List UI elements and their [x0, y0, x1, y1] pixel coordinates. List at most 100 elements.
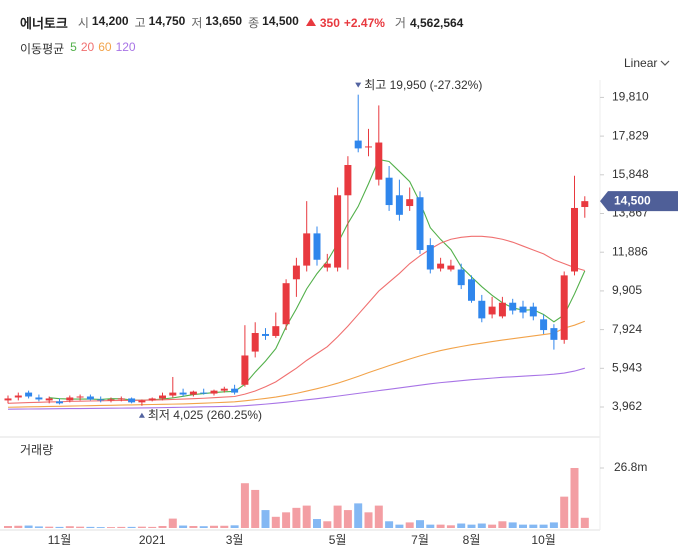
item-label: 고 — [134, 16, 146, 30]
candle-body — [35, 397, 43, 400]
volume-bar — [34, 526, 43, 528]
candle-body — [45, 398, 53, 401]
item-label: 저 — [191, 16, 203, 30]
y-tick-label: 5,943 — [612, 360, 642, 374]
volume-bar — [86, 526, 95, 528]
volume-bar — [498, 521, 507, 528]
candle-body — [498, 302, 506, 317]
item-value: 13,650 — [205, 14, 243, 28]
volume-bar — [560, 496, 569, 528]
high-marker — [355, 82, 362, 88]
volume-bar — [55, 526, 64, 528]
candle-body — [365, 146, 372, 148]
candle-body — [148, 398, 156, 401]
candle-body — [272, 326, 280, 336]
volume-bar — [416, 520, 424, 528]
volume-bar — [4, 525, 12, 528]
candle-body — [86, 396, 94, 400]
volume-bar — [426, 524, 435, 528]
x-tick-label: 8월 — [463, 533, 481, 547]
candle-body — [529, 306, 537, 317]
item-value: 14,200 — [91, 14, 129, 28]
volume-bar — [199, 526, 208, 528]
legend-entry: 5 — [70, 40, 77, 54]
candle-body — [571, 207, 578, 272]
volume-bar — [364, 512, 373, 528]
volume-label: 거 — [394, 16, 406, 30]
y-tick-label: 17,829 — [612, 128, 649, 142]
candle-body — [437, 263, 445, 269]
up-icon — [305, 18, 316, 26]
volume-bar — [251, 489, 260, 528]
volume-bar — [271, 516, 280, 528]
candle-body — [519, 306, 527, 313]
candle-body — [550, 328, 558, 340]
candle-body — [179, 392, 187, 395]
candle-body — [251, 333, 259, 352]
volume-bar — [343, 510, 352, 528]
candle-body — [478, 300, 486, 319]
candle-body — [560, 275, 568, 340]
candle-body — [344, 165, 352, 196]
candle-body — [282, 283, 290, 325]
ma-line — [7, 320, 585, 408]
volume-bar — [467, 524, 476, 528]
low-marker — [138, 412, 145, 418]
low-annotation: 최저 4,025 (260.25%) — [148, 408, 262, 422]
volume-bar — [24, 525, 33, 528]
candle-body — [323, 263, 331, 268]
volume-bar — [261, 510, 270, 528]
x-tick-label: 10월 — [531, 533, 555, 547]
candle-body — [292, 265, 300, 280]
price-tag — [600, 191, 678, 212]
volume-bar — [127, 526, 136, 528]
candle-body — [488, 306, 496, 315]
volume-bar — [117, 526, 126, 528]
volume-bar — [446, 525, 455, 528]
y-tick-label: 3,962 — [612, 399, 642, 413]
price-tag-label: 14,500 — [614, 193, 651, 207]
legend-entry: 60 — [98, 40, 112, 54]
scale-chevron[interactable] — [660, 60, 670, 66]
candle-body — [56, 401, 63, 404]
volume-title: 거래량 — [20, 443, 53, 457]
volume-bar — [549, 522, 558, 528]
high-annotation: 최고 19,950 (-27.32%) — [364, 78, 482, 92]
x-tick-label: 11월 — [48, 533, 72, 547]
change-pct: +2.47% — [343, 15, 385, 30]
candle-body — [241, 355, 249, 385]
y-tick-label: 9,905 — [612, 283, 642, 297]
candle-body — [117, 398, 125, 400]
scale-label[interactable]: Linear — [624, 56, 657, 70]
y-tick-label: 11,886 — [612, 244, 648, 258]
volume-bar — [302, 505, 311, 528]
legend-entry: 120 — [115, 40, 136, 54]
volume-bar — [179, 525, 188, 528]
candle-body — [375, 142, 383, 180]
stock-name: 에너토크 — [20, 16, 68, 31]
candle-body — [581, 201, 589, 208]
candle-body — [540, 319, 548, 331]
ma-legend: 이동평균 5 20 60 120 — [20, 40, 136, 57]
candle-body — [231, 388, 239, 393]
y-tick-label: 7,924 — [612, 322, 642, 336]
candle-body — [210, 390, 218, 394]
candle-body — [262, 333, 269, 336]
x-tick-label: 3월 — [226, 533, 244, 547]
ma-line — [7, 367, 585, 410]
candle-body — [97, 399, 105, 401]
candle-body — [4, 398, 12, 401]
volume-bar — [282, 512, 291, 528]
volume-bar — [519, 524, 527, 528]
volume-bar — [96, 527, 105, 528]
volume-bar — [436, 524, 445, 528]
x-tick-label: 5월 — [329, 533, 347, 547]
candle-body — [303, 233, 311, 266]
candle-body — [447, 265, 455, 270]
candle-body — [138, 400, 146, 403]
volume-bar — [333, 505, 342, 528]
volume-bar — [230, 525, 239, 528]
volume-bar — [477, 523, 486, 528]
legend-title: 이동평균 — [20, 42, 65, 56]
